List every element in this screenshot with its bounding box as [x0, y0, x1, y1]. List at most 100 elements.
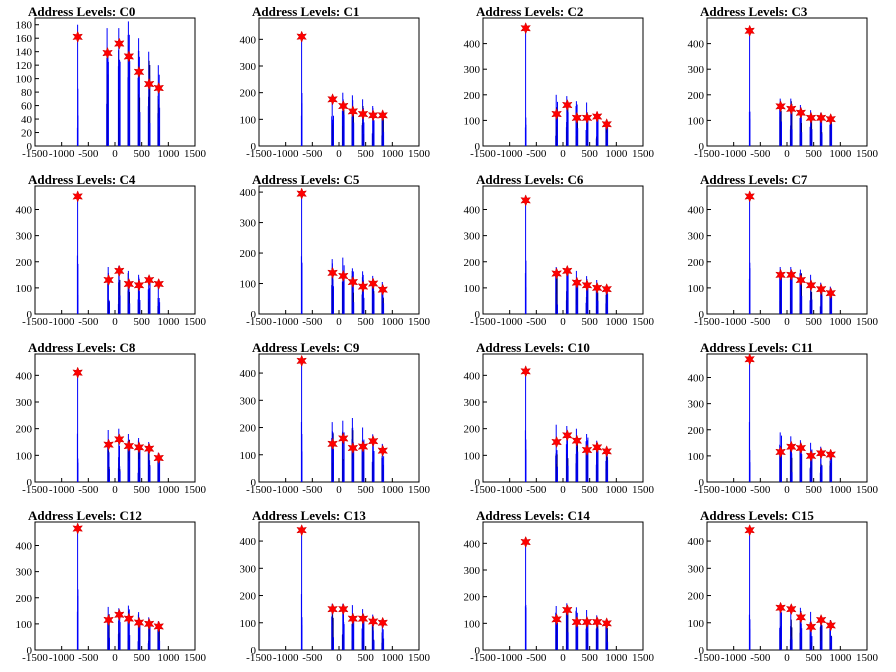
x-tick-label: -500 — [78, 484, 99, 496]
x-tick-label: 0 — [560, 148, 566, 160]
peak-marker — [367, 277, 379, 290]
histogram-peak — [381, 111, 385, 146]
x-tick-label: -1500 — [470, 652, 496, 664]
x-tick-label: -1000 — [721, 316, 747, 328]
x-tick-label: -1000 — [273, 484, 299, 496]
histogram-peak — [789, 436, 793, 482]
x-tick-label: 500 — [357, 652, 374, 664]
y-tick-label: 300 — [688, 399, 705, 411]
histogram-peak — [331, 603, 334, 650]
x-tick-label: 0 — [336, 484, 342, 496]
y-tick-label: 200 — [688, 425, 705, 437]
y-tick-label: 200 — [464, 257, 481, 269]
histogram-peak — [107, 430, 110, 482]
x-tick-label: 1500 — [856, 652, 879, 664]
peak-marker — [103, 613, 114, 627]
plot-frame — [706, 17, 868, 147]
x-tick-label: 500 — [581, 652, 598, 664]
x-tick-label: -500 — [302, 652, 323, 664]
histogram-peak — [147, 51, 151, 146]
peak-marker — [347, 105, 359, 118]
x-tick-label: 0 — [560, 652, 566, 664]
x-tick-label: 1500 — [856, 148, 879, 160]
y-tick-label: 400 — [464, 538, 481, 550]
peak-marker — [805, 279, 817, 292]
y-tick-label: 200 — [688, 257, 705, 269]
histogram-peak — [595, 280, 599, 314]
x-tick-label: 0 — [336, 148, 342, 160]
peak-marker — [337, 269, 349, 283]
histogram-peak — [565, 603, 569, 650]
y-tick-label: 0 — [475, 141, 481, 153]
x-tick-label: -1000 — [49, 316, 75, 328]
x-tick-label: 1500 — [632, 484, 655, 496]
x-tick-label: 1000 — [157, 652, 180, 664]
y-tick-label: 100 — [240, 618, 257, 630]
x-tick-label: 1500 — [632, 652, 655, 664]
subplot-c13: Address Levels: C13 0 100 200 300 400 -1500 -10… — [240, 508, 431, 664]
chart-title: Address Levels: C6 — [476, 172, 584, 187]
chart-title: Address Levels: C13 — [252, 508, 366, 523]
x-tick-label: 1000 — [381, 652, 404, 664]
peak-marker — [561, 98, 573, 112]
y-tick-label: 300 — [240, 563, 257, 575]
peak-marker — [571, 434, 583, 447]
peak-marker — [357, 612, 369, 625]
y-tick-label: 140 — [16, 47, 33, 59]
y-tick-label: 100 — [240, 114, 257, 126]
histogram-peak — [361, 427, 365, 482]
peak-marker — [347, 441, 359, 455]
y-tick-label: 100 — [240, 450, 257, 462]
peak-marker — [296, 30, 307, 43]
peak-marker — [571, 276, 583, 289]
x-tick-label: -1000 — [273, 652, 299, 664]
x-tick-label: 1000 — [157, 148, 180, 160]
y-tick-label: 120 — [16, 60, 33, 72]
x-tick-label: 0 — [112, 148, 118, 160]
y-tick-label: 300 — [240, 61, 257, 73]
peak-marker — [581, 443, 593, 457]
x-tick-label: -1000 — [497, 652, 523, 664]
peak-marker — [520, 535, 531, 549]
peak-marker — [143, 617, 155, 631]
peak-marker — [825, 112, 837, 126]
y-tick-label: 0 — [475, 645, 481, 657]
y-tick-label: 300 — [16, 231, 33, 243]
y-tick-label: 0 — [27, 477, 33, 489]
x-tick-label: -1500 — [470, 148, 496, 160]
peak-marker — [367, 434, 379, 448]
peak-marker — [815, 447, 827, 460]
y-tick-label: 0 — [27, 309, 33, 321]
x-tick-label: -1500 — [246, 148, 272, 160]
histogram-peak — [300, 359, 303, 482]
histogram-peak — [157, 65, 161, 146]
peak-marker — [785, 602, 797, 616]
subplot-c9: Address Levels: C9 0 100 200 300 400 -1500 -100… — [240, 340, 431, 496]
peak-marker — [561, 264, 573, 278]
peak-marker — [113, 264, 125, 278]
y-tick-label: 400 — [688, 536, 705, 548]
x-tick-label: -1500 — [246, 316, 272, 328]
plot-frame — [258, 353, 420, 483]
histogram-peak — [300, 192, 303, 314]
x-tick-label: -1000 — [273, 148, 299, 160]
x-tick-label: 500 — [133, 484, 150, 496]
x-tick-label: 0 — [784, 652, 790, 664]
peak-marker — [561, 429, 573, 442]
chart-title: Address Levels: C4 — [28, 172, 136, 187]
peak-marker — [795, 441, 807, 455]
peak-marker — [133, 279, 145, 292]
x-tick-label: -1500 — [694, 316, 720, 328]
x-tick-label: -1000 — [49, 148, 75, 160]
x-tick-label: 1000 — [605, 652, 628, 664]
y-tick-label: 100 — [464, 450, 481, 462]
x-tick-label: 500 — [805, 148, 822, 160]
peak-marker — [744, 524, 755, 537]
y-tick-label: 400 — [240, 34, 257, 46]
histogram-peak — [127, 21, 131, 146]
y-tick-label: 200 — [688, 591, 705, 603]
peak-marker — [805, 111, 817, 124]
x-tick-label: 1500 — [856, 484, 879, 496]
x-tick-label: 1000 — [157, 316, 180, 328]
